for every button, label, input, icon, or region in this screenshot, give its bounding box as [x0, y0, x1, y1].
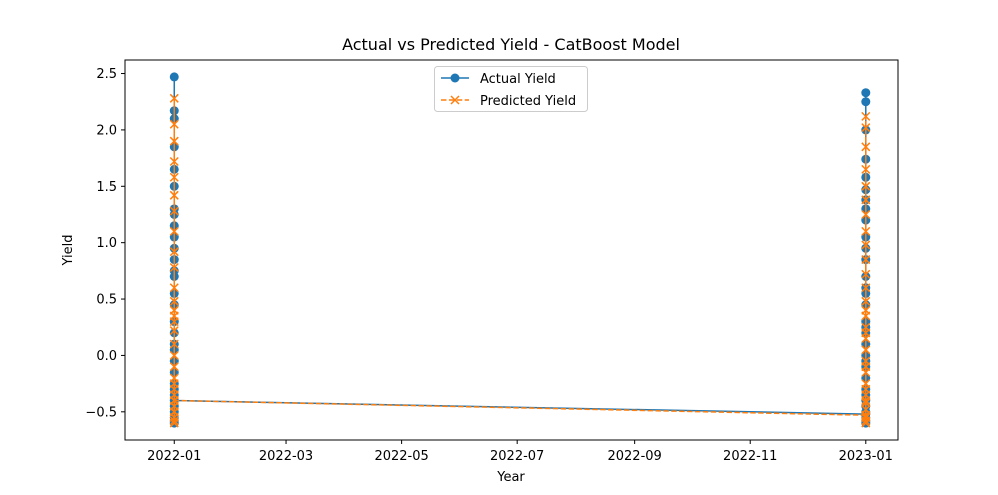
- data-point: [169, 93, 179, 103]
- data-point: [169, 362, 179, 372]
- data-point: [169, 206, 179, 216]
- data-point: [861, 362, 871, 372]
- data-point: [169, 396, 179, 406]
- data-point: [169, 156, 179, 167]
- data-point: [861, 240, 871, 250]
- data-point: [169, 296, 179, 306]
- y-tick-label: 1.0: [96, 236, 117, 251]
- data-point: [861, 305, 871, 315]
- data-point: [861, 328, 871, 338]
- data-point: [861, 345, 871, 355]
- data-point: [861, 97, 871, 107]
- data-point: [169, 283, 179, 293]
- x-tick-label: 2022-03: [259, 449, 313, 464]
- data-point: [169, 172, 179, 182]
- data-point: [861, 396, 871, 406]
- data-point: [861, 123, 871, 133]
- data-point: [861, 226, 871, 236]
- data-point: [169, 247, 179, 257]
- data-point: [861, 416, 871, 426]
- data-point: [169, 262, 179, 273]
- y-tick-label: 1.5: [96, 180, 117, 195]
- legend-actual-marker: [450, 73, 460, 83]
- x-tick-label: 2022-11: [723, 449, 777, 464]
- data-point: [861, 398, 871, 408]
- x-tick-label: 2022-01: [147, 449, 201, 464]
- data-point: [861, 181, 871, 191]
- series-predicted: [169, 93, 871, 428]
- data-point: [169, 136, 179, 146]
- data-point: [861, 142, 871, 152]
- data-point: [169, 350, 179, 360]
- data-point: [169, 379, 179, 389]
- data-point: [169, 305, 179, 315]
- y-axis-label: Yield: [61, 235, 76, 267]
- data-point: [861, 209, 871, 220]
- data-point: [169, 412, 179, 422]
- data-point: [861, 195, 871, 205]
- data-point: [861, 384, 871, 394]
- series-layer: [169, 72, 871, 428]
- data-point: [861, 283, 871, 293]
- y-tick-label: 2.5: [96, 67, 117, 82]
- data-point: [169, 119, 179, 129]
- data-point: [169, 326, 179, 336]
- data-point: [861, 111, 871, 121]
- plot-area: [124, 59, 899, 441]
- data-point: [169, 190, 179, 200]
- y-tick-label: 0.5: [96, 293, 117, 308]
- x-axis-label: Year: [496, 470, 525, 485]
- data-point: [861, 269, 871, 279]
- data-point: [861, 164, 871, 174]
- data-point: [169, 72, 179, 82]
- legend: Actual Yield Predicted Yield: [434, 66, 588, 112]
- data-point: [169, 339, 179, 349]
- y-tick-label: 0.0: [96, 349, 117, 364]
- legend-box: [434, 66, 588, 112]
- data-point: [861, 255, 871, 265]
- data-point: [861, 405, 871, 415]
- chart-title: Actual vs Predicted Yield - CatBoost Mod…: [342, 35, 680, 54]
- data-point: [861, 412, 871, 422]
- x-tick-label: 2022-07: [490, 449, 544, 464]
- y-tick-label: 2.0: [96, 123, 117, 138]
- y-axis: −0.5 0.0 0.5 1.0 1.5 2.0 2.5: [85, 67, 125, 420]
- legend-actual-label: Actual Yield: [480, 72, 556, 87]
- data-point: [861, 88, 871, 98]
- x-tick-label: 2022-09: [607, 449, 661, 464]
- legend-predicted-label: Predicted Yield: [480, 94, 576, 109]
- data-point: [169, 416, 179, 426]
- legend-predicted-marker: [450, 95, 460, 105]
- data-point: [169, 317, 179, 327]
- data-point: [169, 226, 179, 236]
- x-tick-label: 2022-05: [374, 449, 428, 464]
- x-tick-label: 2023-01: [839, 449, 893, 464]
- data-point: [861, 296, 871, 306]
- y-tick-label: −0.5: [85, 405, 117, 420]
- x-axis: 2022-01 2022-03 2022-05 2022-07 2022-09 2022-…: [147, 440, 893, 464]
